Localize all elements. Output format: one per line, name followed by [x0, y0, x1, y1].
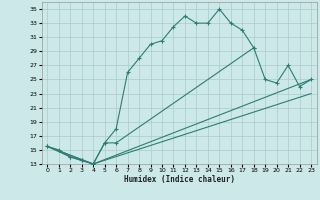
X-axis label: Humidex (Indice chaleur): Humidex (Indice chaleur)	[124, 175, 235, 184]
